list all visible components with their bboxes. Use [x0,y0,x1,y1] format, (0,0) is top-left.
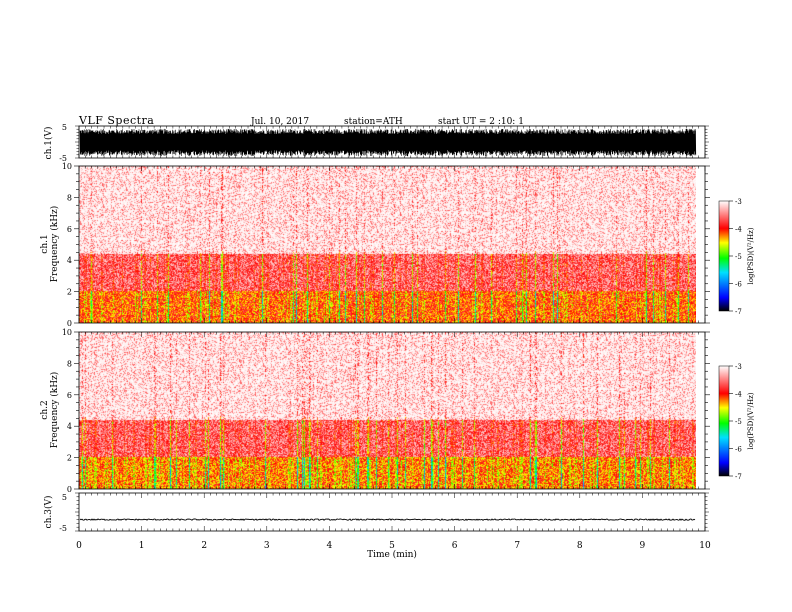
frequency-tick-label: 10 [62,162,72,171]
frequency-tick-label: 4 [67,256,72,265]
ch1-spectrogram-panel: 0 2 4 6 8 10 ch.1 Frequency (kHz) [40,162,710,328]
time-tick-label: 9 [640,541,646,551]
station-label: station=ATH [344,117,403,127]
ch3-ytick-top: 5 [62,493,67,502]
colorbar-tick-label: -5 [735,418,742,426]
colorbar-tick-label: -6 [735,446,742,454]
ch2-spectrogram-panel: 0 2 4 6 8 10 ch.2 Frequency (kHz) [40,328,710,494]
ch3-waveform-ylabel: ch.3(V) [43,496,54,529]
ch2-frequency-axis-label: Frequency (kHz) [49,372,60,449]
ch3-waveform-ticks [75,492,709,532]
ch1-spectrogram-image [79,166,696,323]
colorbar-tick-label: -4 [735,391,742,399]
spectrogram-raster [79,332,696,489]
spectrogram-raster [79,166,696,323]
ch1-waveform-ticks [75,125,709,159]
figure-title: VLF Spectra [78,114,154,127]
time-tick-label: 3 [264,541,270,551]
colorbar-tick-label: -7 [735,473,742,481]
time-tick-label: 0 [76,541,82,551]
frequency-tick-label: 0 [67,485,72,494]
ch1-ytick-top: 5 [62,123,67,132]
ch1-ytick-bottom: -5 [59,154,67,163]
time-tick-label: 6 [452,541,458,551]
frequency-tick-label: 8 [67,359,72,368]
time-tick-label: 2 [201,541,207,551]
frequency-tick-label: 4 [67,422,72,431]
ch2-colorbar-scale [718,365,730,477]
time-tick-label: 10 [699,541,711,551]
frequency-tick-label: 2 [67,454,72,463]
ch1-waveform-line [79,128,697,157]
ch2-channel-label: ch.2 [40,400,50,419]
ch1-waveform-panel: 5 -5 ch.1(V) [43,123,709,163]
ch2-colorbar: -3 -4 -5 -6 -7 log(PSD)(V²/Hz) [718,363,755,481]
frequency-tick-label: 8 [67,193,72,202]
ch3-waveform-line [79,518,696,521]
ch1-frequency-tick-labels: 0 2 4 6 8 10 [62,162,72,328]
frequency-tick-label: 6 [67,225,72,234]
start-time-label: start UT = 2 :10: 1 [438,117,524,127]
ch1-waveform-ylabel: ch.1(V) [43,127,54,160]
ch2-frequency-tick-labels: 0 2 4 6 8 10 [62,328,72,494]
time-axis-tick-labels: 0 1 2 3 4 5 6 7 8 9 10 [76,126,711,551]
ch3-waveform-panel: 5 -5 ch.3(V) [43,492,709,533]
time-axis-label: Time (min) [367,549,417,560]
ch1-frequency-axis-label: Frequency (kHz) [49,206,60,283]
frequency-tick-label: 6 [67,391,72,400]
time-tick-label: 1 [139,541,145,551]
time-tick-label: 8 [577,541,583,551]
ch3-ytick-bottom: -5 [59,524,67,533]
ch1-colorbar: -3 -4 -5 -6 -7 log(PSD)(V²/Hz) [718,198,755,316]
ch1-spectrogram-ticks [74,165,710,324]
colorbar-tick-label: -7 [735,308,742,316]
frequency-tick-label: 10 [62,328,72,337]
ch1-colorbar-scale [718,200,730,312]
frequency-tick-label: 0 [67,319,72,328]
time-tick-label: 7 [514,541,520,551]
time-tick-label: 5 [389,541,395,551]
ch3-waveform-frame [78,492,706,532]
colorbar-tick-label: -5 [735,253,742,261]
colorbar-tick-label: -6 [735,281,742,289]
ch1-colorbar-ticks: -3 -4 -5 -6 -7 [729,198,742,316]
ch2-spectrogram-image [79,332,696,489]
ch1-colorbar-label: log(PSD)(V²/Hz) [747,227,755,284]
ch1-channel-label: ch.1 [40,234,50,253]
colorbar-tick-label: -4 [735,226,742,234]
time-tick-label: 4 [327,541,333,551]
date-label: Jul. 10, 2017 [250,117,309,127]
ch2-spectrogram-ticks [74,331,710,490]
ch2-colorbar-ticks: -3 -4 -5 -6 -7 [729,363,742,481]
colorbar-tick-label: -3 [735,198,742,206]
colorbar-tick-label: -3 [735,363,742,371]
ch2-colorbar-label: log(PSD)(V²/Hz) [747,392,755,449]
frequency-tick-label: 2 [67,288,72,297]
